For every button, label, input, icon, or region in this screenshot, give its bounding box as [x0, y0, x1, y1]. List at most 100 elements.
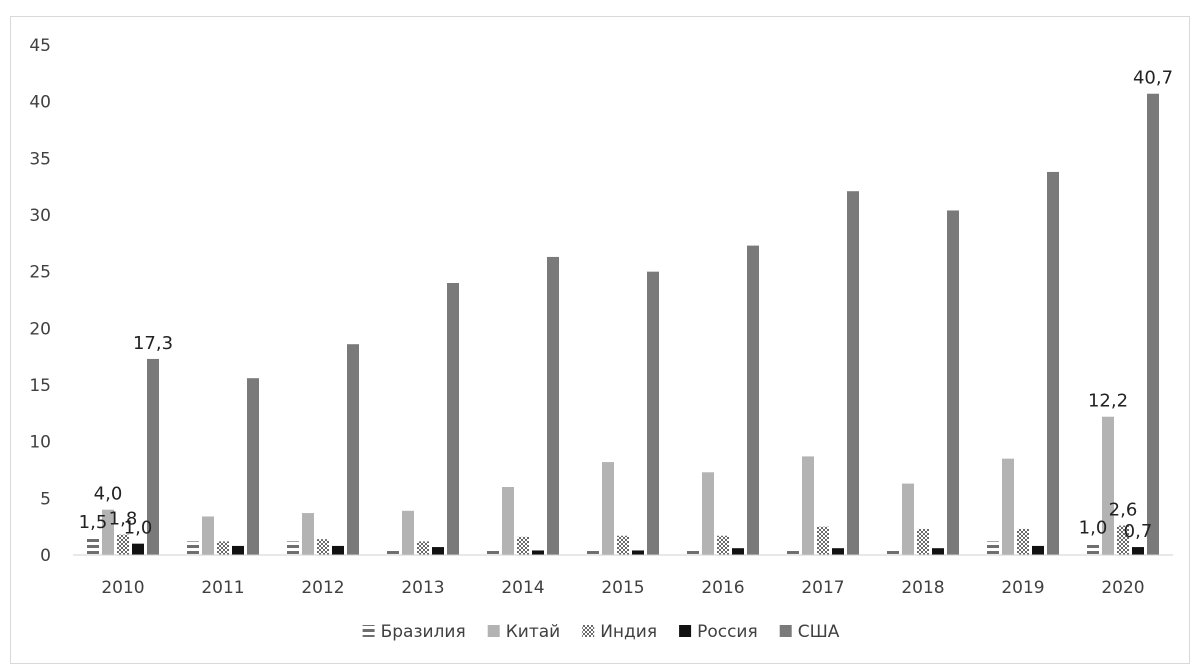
data-label: 1,0	[124, 518, 153, 539]
bar	[817, 526, 829, 555]
bar	[687, 549, 699, 555]
bar	[202, 516, 214, 555]
bar	[187, 541, 199, 555]
bar	[502, 487, 514, 555]
bar	[587, 549, 599, 555]
bar	[1032, 545, 1044, 555]
y-tick-label: 15	[29, 376, 51, 396]
data-label: 1,8	[109, 509, 138, 530]
bars	[87, 93, 1159, 555]
bar	[717, 535, 729, 555]
data-label: 1,5	[79, 512, 108, 533]
bar	[302, 513, 314, 555]
x-tick-label: 2011	[201, 578, 244, 598]
y-axis-tick-labels: 0 5 10 15 20 25 30 35 40 45	[29, 36, 51, 566]
y-tick-label: 30	[29, 206, 51, 226]
x-tick-label: 2020	[1101, 578, 1144, 598]
bar	[1087, 543, 1099, 555]
bar	[487, 549, 499, 555]
bar	[1102, 416, 1114, 555]
bar	[217, 541, 229, 555]
bar	[432, 547, 444, 555]
bar	[617, 535, 629, 555]
legend-swatch	[582, 625, 595, 637]
legend-item: США	[779, 622, 840, 642]
x-tick-label: 2013	[401, 578, 444, 598]
bar	[802, 456, 814, 555]
bar	[1017, 528, 1029, 555]
x-tick-label: 2010	[101, 578, 144, 598]
bar	[87, 538, 99, 555]
x-tick-label: 2017	[801, 578, 844, 598]
bar	[1132, 547, 1144, 555]
legend: Бразилия Китай Индия Россия США	[362, 622, 840, 642]
bar	[417, 541, 429, 555]
y-tick-label: 25	[29, 263, 51, 283]
x-tick-label: 2015	[601, 578, 644, 598]
bar	[1002, 458, 1014, 555]
bar	[102, 509, 114, 555]
bar	[387, 549, 399, 555]
bar	[517, 536, 529, 555]
legend-swatch	[779, 625, 792, 637]
legend-label: США	[798, 622, 840, 642]
bar	[332, 545, 344, 555]
data-label: 2,6	[1109, 500, 1138, 521]
y-tick-label: 10	[29, 433, 51, 453]
bar	[447, 283, 459, 555]
bar	[532, 550, 544, 555]
bar	[117, 534, 129, 555]
data-label: 17,3	[133, 333, 173, 354]
legend-swatch	[362, 625, 375, 637]
y-tick-label: 0	[40, 546, 51, 566]
y-tick-label: 45	[29, 36, 51, 56]
y-tick-label: 5	[40, 489, 51, 509]
bar	[747, 245, 759, 555]
bar	[247, 378, 259, 555]
x-axis-tick-labels: 2010 2011 2012 2013 2014 2015 2016 2017 2018 2019…	[101, 578, 1144, 598]
bar	[832, 548, 844, 555]
bar	[1047, 171, 1059, 555]
bar	[1117, 525, 1129, 555]
bar	[1147, 93, 1159, 555]
data-labels: 1,54,01,81,017,31,012,22,60,740,7	[79, 68, 1173, 542]
bar	[917, 528, 929, 555]
legend-label: Россия	[697, 622, 758, 642]
bar	[132, 543, 144, 555]
bar	[317, 539, 329, 555]
data-label: 4,0	[94, 484, 123, 505]
bar	[702, 472, 714, 555]
chart-frame: 0 5 10 15 20 25 30 35 40 45 2010 2011 2012 2013 2014 2…	[10, 16, 1190, 664]
y-tick-label: 35	[29, 149, 51, 169]
y-tick-label: 40	[29, 93, 51, 113]
bar	[932, 548, 944, 555]
bar	[902, 483, 914, 555]
legend-item: Индия	[582, 622, 657, 642]
data-label: 12,2	[1088, 391, 1128, 412]
legend-item: Китай	[487, 622, 561, 642]
legend-item: Бразилия	[362, 622, 466, 642]
bar	[147, 358, 159, 555]
bar	[547, 256, 559, 555]
legend-swatch	[679, 625, 692, 637]
bar	[987, 541, 999, 555]
bar	[632, 550, 644, 555]
data-label: 0,7	[1124, 521, 1153, 542]
legend-label: Бразилия	[381, 622, 466, 642]
x-tick-label: 2016	[701, 578, 744, 598]
bar	[732, 548, 744, 555]
legend-item: Россия	[679, 622, 758, 642]
x-tick-label: 2018	[901, 578, 944, 598]
x-tick-label: 2019	[1001, 578, 1044, 598]
bar	[947, 210, 959, 555]
bar	[847, 191, 859, 555]
bar	[232, 545, 244, 555]
data-label: 1,0	[1079, 518, 1108, 539]
bar	[287, 541, 299, 555]
bar	[787, 549, 799, 555]
legend-swatch	[487, 625, 500, 637]
bar	[887, 549, 899, 555]
legend-label: Китай	[506, 622, 561, 642]
bar	[402, 510, 414, 555]
